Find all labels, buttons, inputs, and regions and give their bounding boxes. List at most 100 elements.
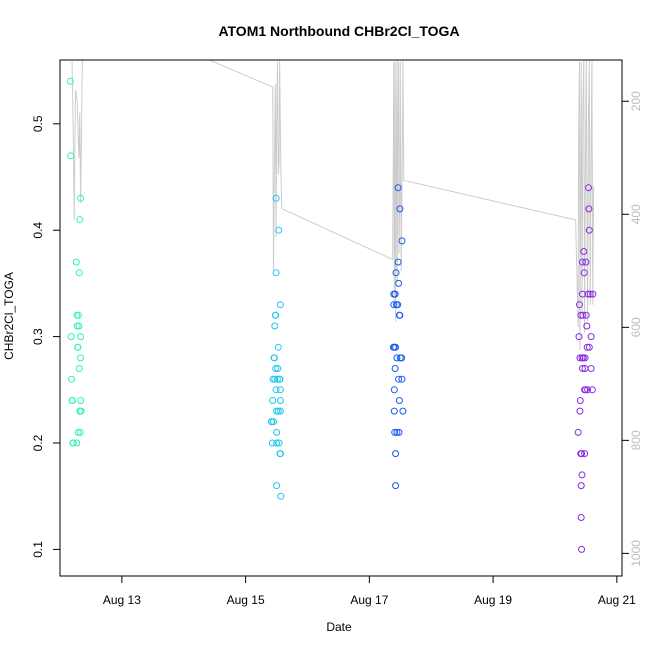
data-point [77, 407, 85, 415]
data-point [395, 428, 403, 436]
data-point [393, 428, 401, 436]
data-point [577, 514, 585, 521]
data-point [582, 311, 590, 319]
data-point [574, 428, 582, 436]
data-point [77, 397, 85, 404]
data-point [271, 375, 279, 383]
data-point [391, 365, 399, 372]
data-point [580, 248, 588, 255]
y-axis: 0.1 0.2 0.3 0.4 0.5 [31, 115, 61, 558]
data-point [276, 375, 284, 383]
data-point [578, 471, 586, 479]
chart-title: ATOM1 Northbound CHBr2Cl_TOGA [218, 23, 459, 39]
data-point [67, 152, 75, 160]
data-point [395, 375, 403, 383]
data-point [77, 194, 85, 202]
data-point [579, 365, 586, 372]
x-axis: Aug 13 Aug 15 Aug 17 Aug 19 Aug 21 [103, 575, 636, 607]
data-point [392, 450, 400, 458]
data-point [274, 365, 282, 372]
y-tick-label: 0.5 [31, 115, 45, 132]
data-point [390, 407, 398, 415]
data-point [68, 375, 76, 383]
data-point [272, 365, 280, 372]
data-point [274, 407, 282, 415]
x-tick-label: Aug 13 [103, 593, 141, 607]
data-point [75, 365, 83, 372]
y-tick-label: 0.1 [31, 541, 45, 558]
x-tick-label: Aug 19 [474, 593, 512, 607]
data-point [583, 322, 591, 330]
data-point [391, 428, 399, 436]
data-point [66, 77, 74, 85]
data-point [579, 311, 587, 319]
data-point [585, 226, 593, 234]
data-point [579, 258, 586, 266]
data-point [394, 184, 402, 192]
data-point [585, 205, 593, 213]
data-point [576, 301, 583, 309]
data-point [584, 290, 592, 298]
x-tick-label: Aug 17 [350, 593, 388, 607]
data-point [276, 450, 284, 458]
data-point [398, 237, 406, 245]
data-point [398, 354, 406, 362]
data-point [578, 450, 586, 458]
data-point [67, 333, 75, 341]
data-point [273, 439, 281, 447]
data-point [395, 279, 403, 287]
secondary-y-axis: 200 400 600 800 1000 [621, 91, 643, 567]
data-point [72, 258, 80, 266]
data-point [578, 545, 586, 553]
data-point [271, 322, 279, 330]
data-point [587, 365, 595, 372]
data-point [580, 269, 588, 277]
data-point [398, 375, 406, 383]
data-point [77, 354, 85, 362]
data-point [577, 482, 585, 490]
data-point [276, 386, 284, 394]
data-point [395, 397, 403, 404]
data-point [75, 322, 83, 330]
data-point [399, 407, 407, 415]
data-point [582, 258, 590, 266]
data-point [585, 343, 593, 351]
data-point [396, 205, 404, 213]
data-point [277, 492, 285, 500]
data-point [273, 428, 281, 436]
data-point [273, 482, 281, 490]
data-point [73, 439, 81, 447]
data-point [390, 301, 398, 309]
data-point [268, 439, 276, 447]
data-point [586, 290, 594, 298]
data-point [77, 333, 85, 341]
data-point [394, 258, 402, 266]
data-point [576, 407, 584, 415]
data-point [76, 428, 84, 436]
data-point [272, 311, 280, 319]
data-point [588, 386, 596, 394]
data-point [75, 269, 83, 277]
series-3 [389, 184, 407, 490]
data-point [582, 386, 589, 394]
data-point [391, 290, 399, 298]
data-point [276, 397, 284, 404]
data-point [69, 439, 77, 447]
data-point [76, 216, 84, 224]
points-layer [66, 77, 597, 553]
data-point [589, 290, 597, 298]
data-point [274, 343, 282, 351]
data-point [390, 386, 398, 394]
data-point [272, 386, 280, 394]
data-point [585, 184, 592, 192]
data-point [393, 354, 401, 362]
data-point [276, 301, 284, 309]
series-4 [574, 184, 597, 553]
y-tick-label: 0.2 [31, 434, 45, 451]
data-point [75, 311, 82, 319]
data-point [272, 269, 280, 277]
data-point [394, 301, 402, 309]
data-point [270, 418, 277, 426]
